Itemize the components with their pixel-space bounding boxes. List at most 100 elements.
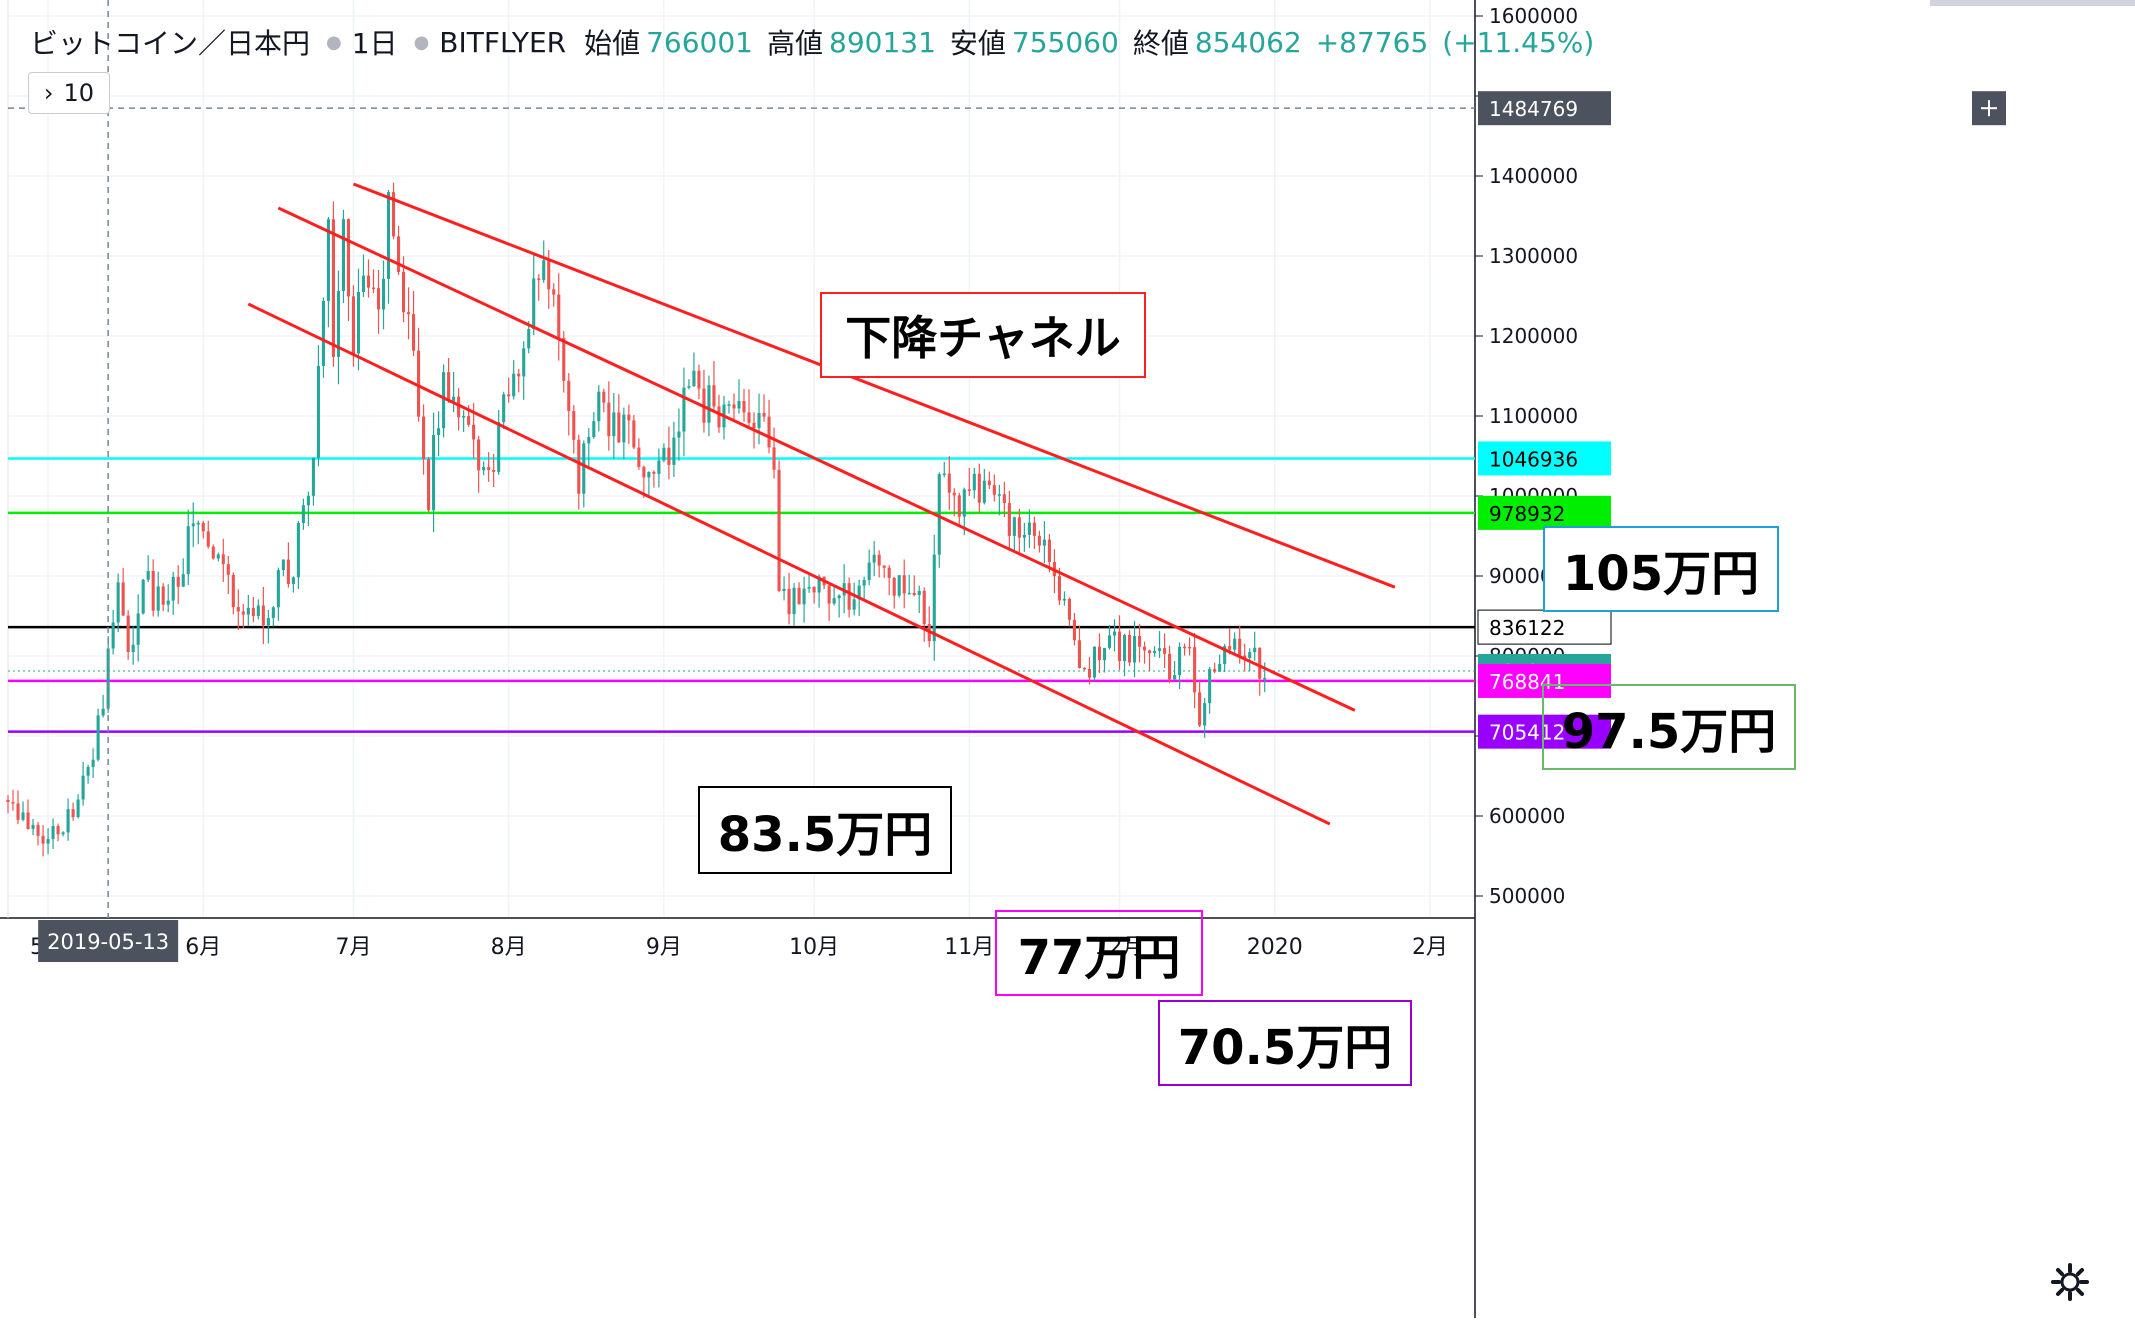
candle-up bbox=[191, 523, 195, 527]
x-tick-label: 10月 bbox=[789, 935, 839, 960]
candle-down bbox=[457, 396, 461, 418]
candle-up bbox=[311, 457, 315, 496]
candle-down bbox=[1193, 647, 1197, 693]
y-tick-label: 1100000 bbox=[1489, 404, 1578, 428]
candle-up bbox=[386, 192, 391, 279]
candle-up bbox=[1253, 647, 1257, 653]
interval-label[interactable]: 1日 bbox=[351, 27, 398, 60]
exchange-label: BITFLYER bbox=[439, 25, 567, 59]
candle-down bbox=[492, 470, 496, 472]
candle-up bbox=[757, 412, 761, 428]
candle-down bbox=[732, 404, 736, 409]
close-value: 854062 bbox=[1194, 25, 1302, 59]
annotation-105[interactable]: 105万円 bbox=[1543, 526, 1779, 612]
candle-up bbox=[437, 428, 441, 435]
candle-up bbox=[527, 329, 531, 349]
candle-up bbox=[156, 586, 160, 611]
candle-up bbox=[792, 587, 796, 615]
open-label: 始値 bbox=[584, 27, 641, 60]
candle-up bbox=[442, 372, 446, 429]
candle-down bbox=[912, 592, 916, 596]
candle-up bbox=[707, 385, 711, 423]
annotation-77[interactable]: 77万円 bbox=[995, 910, 1203, 996]
candle-up bbox=[1122, 635, 1127, 662]
candle-down bbox=[467, 416, 471, 425]
candle-down bbox=[572, 411, 576, 440]
price-level-tag bbox=[1478, 495, 1611, 530]
candle-down bbox=[967, 489, 971, 491]
price-level-tag bbox=[1478, 441, 1611, 476]
candle-down bbox=[26, 812, 30, 829]
candle-up bbox=[662, 447, 666, 461]
candle-down bbox=[777, 469, 781, 591]
gear-icon[interactable] bbox=[2050, 1262, 2090, 1302]
candle-down bbox=[762, 412, 766, 417]
annotation-975[interactable]: 97.5万円 bbox=[1542, 684, 1796, 770]
candle-up bbox=[997, 494, 1001, 496]
annotation-705[interactable]: 70.5万円 bbox=[1158, 1000, 1412, 1086]
annotation-channel[interactable]: 下降チャネル bbox=[820, 292, 1146, 378]
candle-down bbox=[472, 424, 476, 440]
candle-up bbox=[692, 370, 696, 387]
candle-up bbox=[1153, 650, 1157, 654]
price-level-label: 768841 bbox=[1489, 670, 1565, 694]
candle-up bbox=[612, 412, 616, 437]
candle-up bbox=[532, 278, 536, 330]
open-value: 766001 bbox=[646, 25, 753, 59]
crosshair-price-label: 1484769 bbox=[1489, 97, 1578, 121]
candle-up bbox=[497, 422, 501, 472]
candle-down bbox=[947, 473, 951, 493]
candle-up bbox=[1233, 638, 1237, 650]
candle-up bbox=[907, 592, 911, 595]
change-value: +87765 bbox=[1315, 25, 1429, 59]
candle-down bbox=[667, 447, 671, 465]
candle-down bbox=[1007, 503, 1011, 536]
candle-up bbox=[962, 489, 966, 517]
symbol-name[interactable]: ビットコイン／日本円 bbox=[30, 27, 311, 60]
candle-down bbox=[176, 576, 180, 587]
candle-down bbox=[417, 350, 421, 417]
candle-down bbox=[987, 480, 991, 486]
crosshair-price-tag bbox=[1478, 91, 1611, 126]
candle-down bbox=[477, 439, 481, 471]
price-level-label: 978932 bbox=[1489, 502, 1565, 526]
candle-up bbox=[982, 480, 986, 503]
indicator-count: 10 bbox=[63, 79, 95, 107]
candle-up bbox=[677, 431, 681, 438]
candle-up bbox=[1092, 646, 1097, 678]
indicators-collapse-button[interactable]: › 10 bbox=[28, 72, 110, 114]
x-tick-label: 6月 bbox=[185, 935, 221, 960]
candle-up bbox=[1248, 652, 1252, 659]
low-value: 755060 bbox=[1011, 25, 1119, 59]
candle-up bbox=[657, 460, 661, 474]
x-tick-label: 8月 bbox=[491, 935, 527, 960]
channel-line bbox=[277, 206, 1356, 712]
candle-up bbox=[817, 576, 821, 593]
candle-up bbox=[832, 598, 836, 604]
candle-down bbox=[211, 546, 215, 559]
candle-up bbox=[266, 618, 270, 626]
candle-down bbox=[787, 588, 791, 615]
candle-down bbox=[567, 380, 571, 412]
candle-down bbox=[1137, 636, 1142, 647]
candle-down bbox=[151, 570, 155, 611]
y-tick-label: 1600000 bbox=[1489, 4, 1578, 28]
candle-down bbox=[1047, 539, 1051, 563]
candle-up bbox=[597, 391, 601, 422]
candle-down bbox=[346, 219, 351, 297]
candle-down bbox=[557, 294, 561, 339]
candle-up bbox=[76, 799, 80, 818]
y-tick-label: 600000 bbox=[1489, 804, 1565, 828]
candle-down bbox=[236, 607, 240, 612]
candle-up bbox=[432, 434, 436, 511]
candle-up bbox=[1022, 534, 1026, 538]
candle-up bbox=[1203, 703, 1207, 726]
high-label: 高値 bbox=[767, 27, 824, 60]
candle-up bbox=[942, 473, 946, 476]
candle-up bbox=[542, 260, 546, 281]
candle-up bbox=[181, 574, 185, 587]
annotation-835[interactable]: 83.5万円 bbox=[698, 786, 952, 874]
candle-up bbox=[171, 576, 175, 601]
